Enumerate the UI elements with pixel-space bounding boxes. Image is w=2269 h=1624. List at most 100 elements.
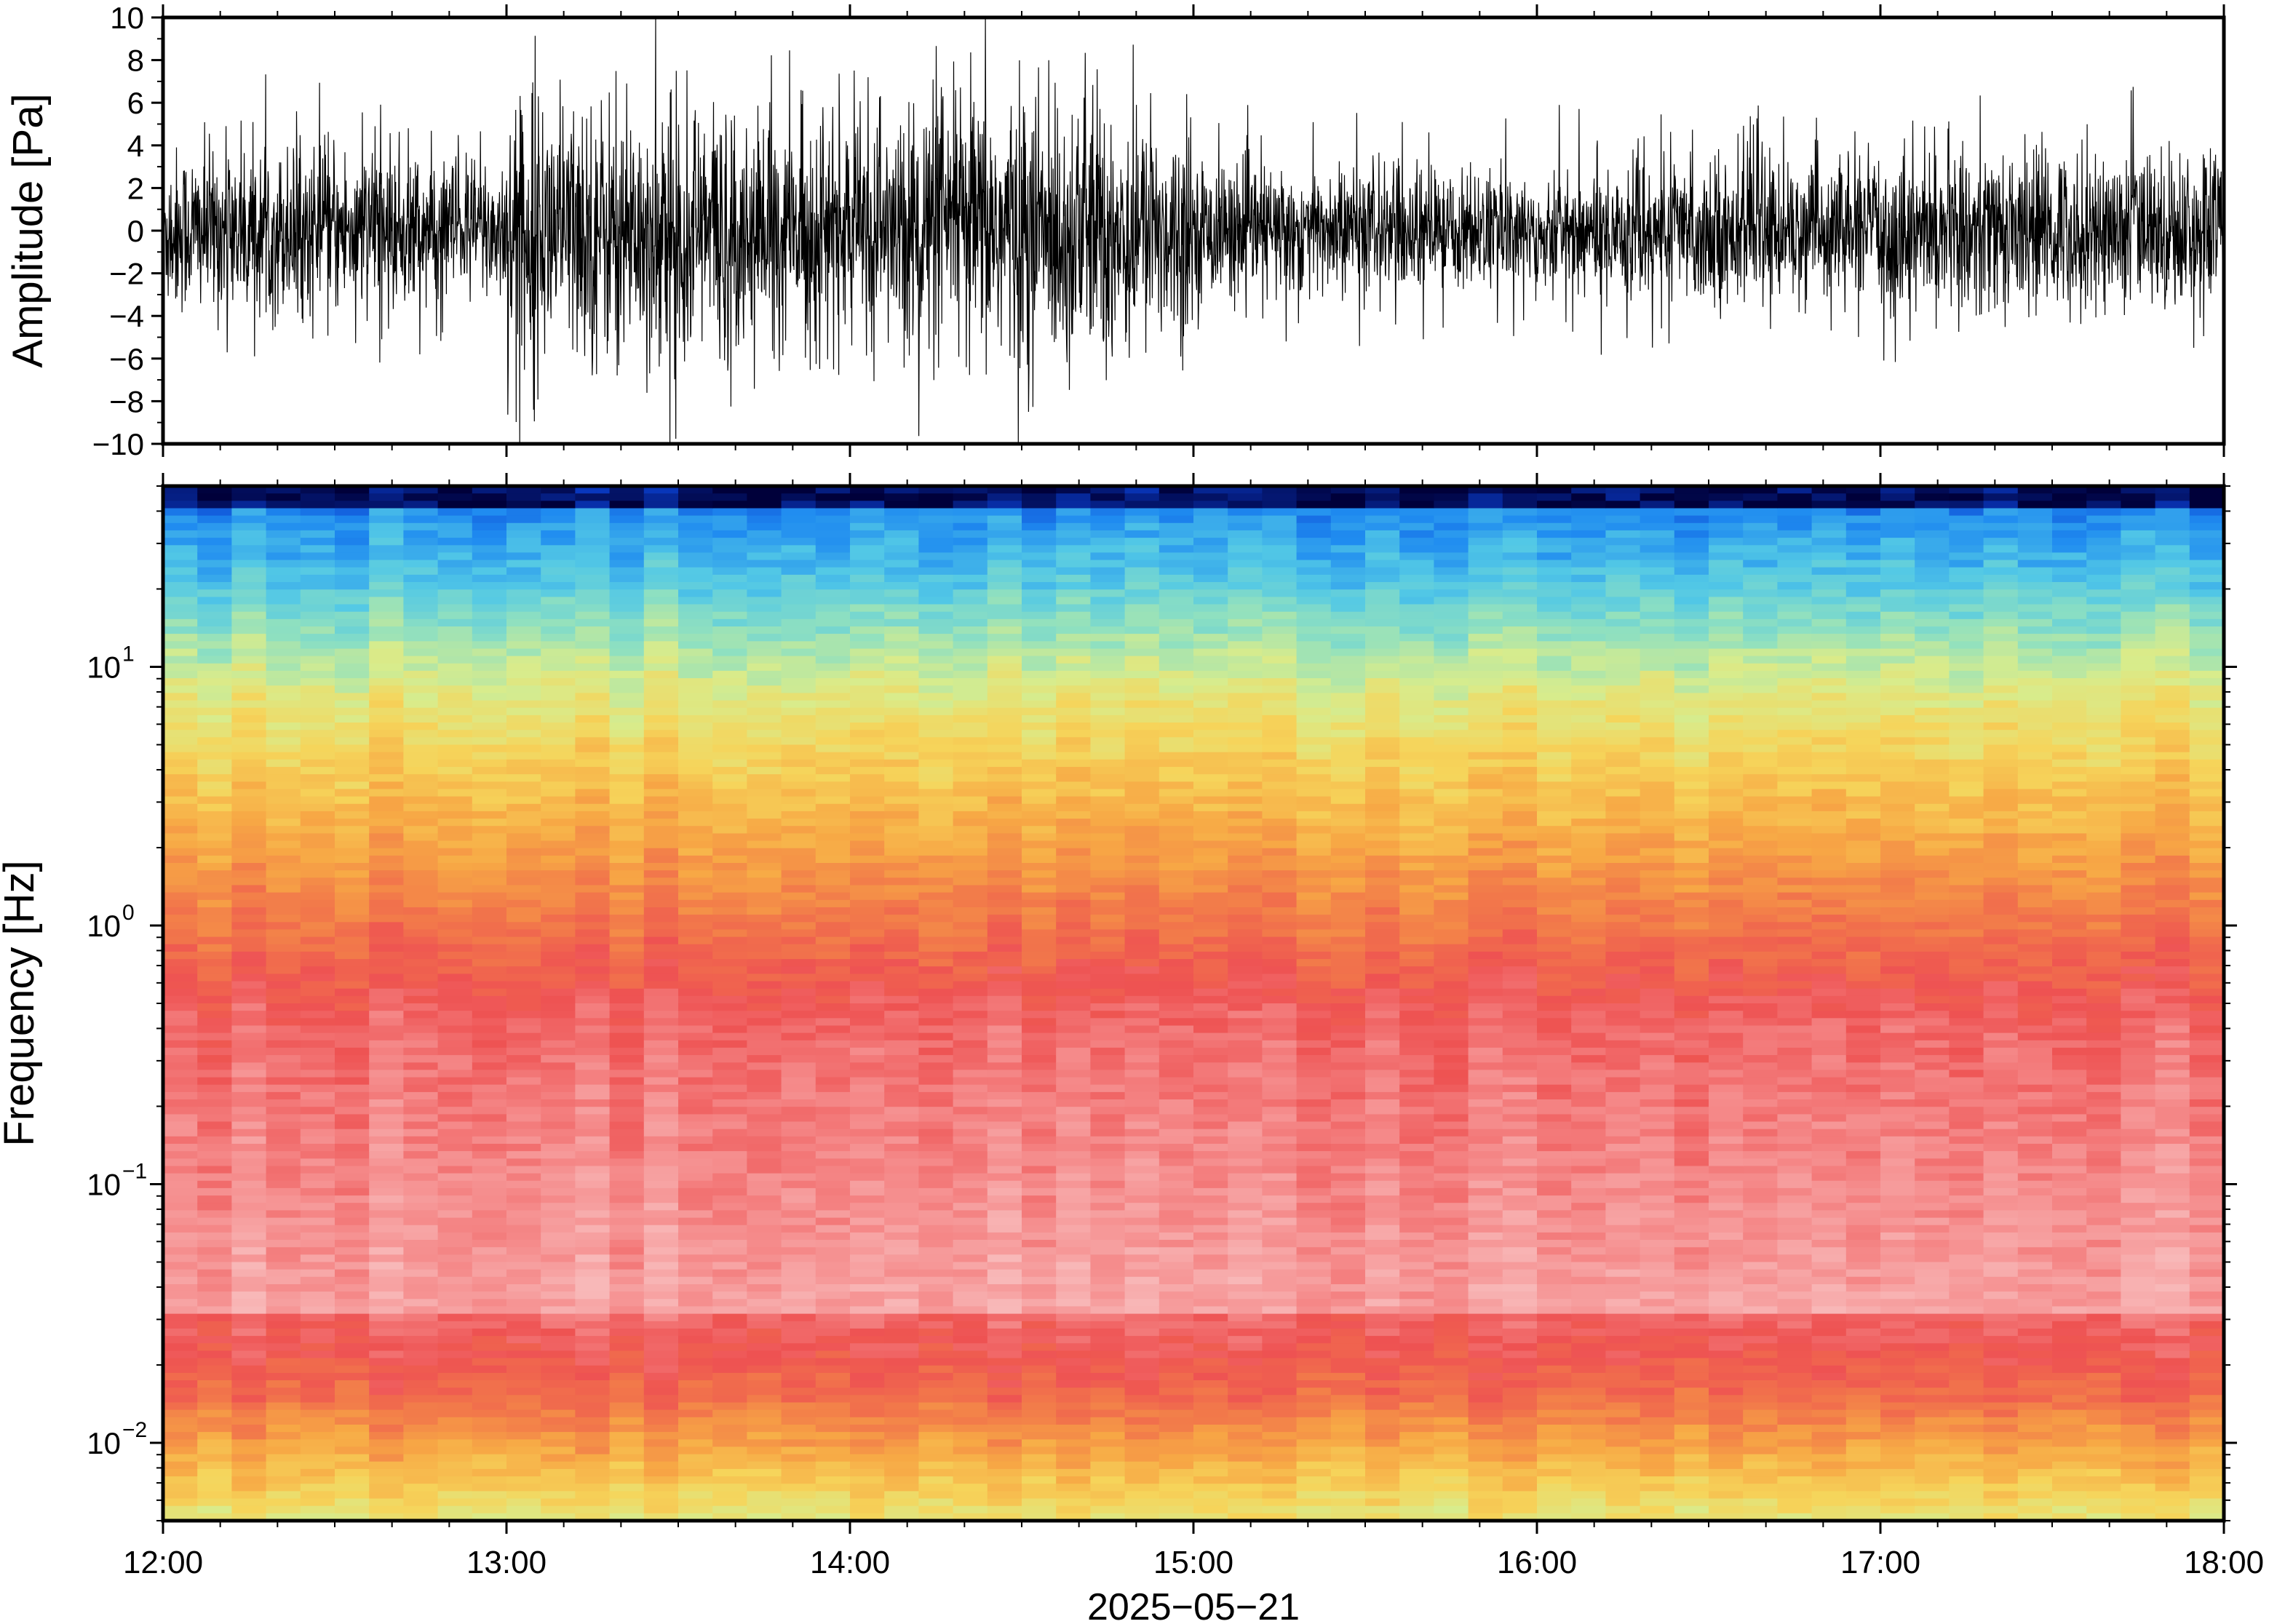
spectrogram-cell <box>1022 1417 1057 1425</box>
spectrogram-cell <box>1193 656 1228 664</box>
spectrogram-cell <box>1056 1040 1092 1048</box>
spectrogram-cell <box>850 885 885 893</box>
spectrogram-cell <box>1330 1343 1366 1352</box>
spectrogram-cell <box>541 811 576 819</box>
spectrogram-cell <box>850 1432 885 1441</box>
spectrogram-cell <box>197 1173 233 1182</box>
spectrogram-cell <box>815 508 851 517</box>
spectrogram-cell <box>712 1166 748 1174</box>
spectrogram-cell <box>369 560 405 568</box>
spectrogram-cell <box>1330 811 1366 819</box>
spectrogram-cell <box>1056 634 1092 642</box>
spectrogram-cell <box>815 560 851 568</box>
spectrogram-cell <box>918 1365 954 1374</box>
spectrogram-cell <box>231 959 267 968</box>
spectrogram-cell <box>197 1217 233 1226</box>
spectrogram-cell <box>369 522 405 531</box>
spectrogram-cell <box>575 1269 611 1278</box>
spectrogram-cell <box>609 1040 645 1048</box>
spectrogram-cell <box>300 1358 335 1366</box>
spectrogram-cell <box>643 618 679 627</box>
spectrogram-cell <box>1262 863 1298 871</box>
spectrogram-cell <box>506 1173 541 1182</box>
spectrogram-cell <box>712 922 748 931</box>
spectrogram-cell <box>747 863 782 871</box>
spectrogram-cell <box>712 700 748 709</box>
spectrogram-cell <box>506 1195 541 1204</box>
spectrogram-cell <box>231 877 267 886</box>
spectrogram-cell <box>575 1328 611 1337</box>
spectrogram-cell <box>300 730 335 739</box>
spectrogram-cell <box>643 1099 679 1107</box>
spectrogram-cell <box>472 1343 507 1352</box>
spectrogram-cell <box>987 855 1022 864</box>
spectrogram-cell <box>884 1291 920 1300</box>
spectrogram-cell <box>1159 693 1194 701</box>
spectrogram-cell <box>987 1284 1022 1292</box>
spectrogram-cell <box>987 1461 1022 1470</box>
spectrogram-cell <box>231 1077 267 1086</box>
spectrogram-cell <box>1193 1372 1228 1381</box>
spectrogram-cell <box>506 1269 541 1278</box>
spectrogram-cell <box>953 981 988 990</box>
spectrogram-cell <box>1262 1409 1298 1418</box>
spectrogram-cell <box>231 1491 267 1500</box>
spectrogram-cell <box>781 819 816 827</box>
spectrogram-cell <box>163 936 198 945</box>
spectrogram-cell <box>609 663 645 672</box>
spectrogram-cell <box>506 723 541 731</box>
spectrogram-cell <box>472 744 507 753</box>
spectrogram-cell <box>300 1425 335 1433</box>
spectrogram-cell <box>678 1121 713 1130</box>
spectrogram-cell <box>712 1254 748 1263</box>
spectrogram-cell <box>953 1114 988 1123</box>
spectrogram-cell <box>1296 1025 1332 1034</box>
spectrogram-cell <box>1124 1380 1160 1388</box>
spectrogram-cell <box>1228 1055 1263 1064</box>
spectrogram-cell <box>266 597 301 605</box>
spectrogram-cell <box>781 1513 816 1521</box>
spectrogram-cell <box>1228 1040 1263 1048</box>
spectrogram-cell <box>1228 885 1263 893</box>
spectrogram-cell <box>987 1011 1022 1019</box>
spectrogram-cell <box>1124 1299 1160 1307</box>
spectrogram-cell <box>609 1432 645 1441</box>
spectrogram-cell <box>987 811 1022 819</box>
spectrogram-cell <box>1159 1121 1194 1130</box>
spectrogram-cell <box>541 574 576 583</box>
spectrogram-cell <box>1228 774 1263 783</box>
spectrogram-cell <box>643 1240 679 1248</box>
spectrogram-cell <box>712 730 748 739</box>
spectrogram-cell <box>403 1099 439 1107</box>
spectrogram-cell <box>1262 974 1298 982</box>
spectrogram-cell <box>231 848 267 856</box>
spectrogram-cell <box>918 663 954 672</box>
spectrogram-cell <box>643 693 679 701</box>
spectrogram-cell <box>300 1232 335 1241</box>
spectrogram-cell <box>1193 1121 1228 1130</box>
spectrogram-cell <box>884 833 920 842</box>
spectrogram-cell <box>678 907 713 915</box>
spectrogram-cell <box>541 582 576 590</box>
spectrogram-cell <box>1262 1173 1298 1182</box>
spectrogram-cell <box>403 1114 439 1123</box>
spectrogram-cell <box>815 597 851 605</box>
spectrogram-cell <box>1193 1158 1228 1167</box>
spectrogram-cell <box>747 1032 782 1041</box>
spectrogram-cell <box>541 493 576 502</box>
spectrogram-cell <box>1090 1491 1126 1500</box>
spectrogram-cell <box>1296 1070 1332 1078</box>
spectrogram-cell <box>918 1173 954 1182</box>
spectrogram-cell <box>712 1091 748 1100</box>
spectrogram-cell <box>781 1040 816 1048</box>
spectrogram-cell <box>1056 1498 1092 1507</box>
spectrogram-cell <box>163 885 198 893</box>
spectrogram-cell <box>369 1484 405 1492</box>
spectrogram-cell <box>815 501 851 509</box>
spectrogram-cell <box>1159 907 1194 915</box>
spectrogram-cell <box>712 1187 748 1196</box>
spectrogram-cell <box>369 1343 405 1352</box>
spectrogram-cell <box>609 988 645 997</box>
spectrogram-cell <box>1159 1166 1194 1174</box>
spectrogram-cell <box>437 1454 473 1462</box>
